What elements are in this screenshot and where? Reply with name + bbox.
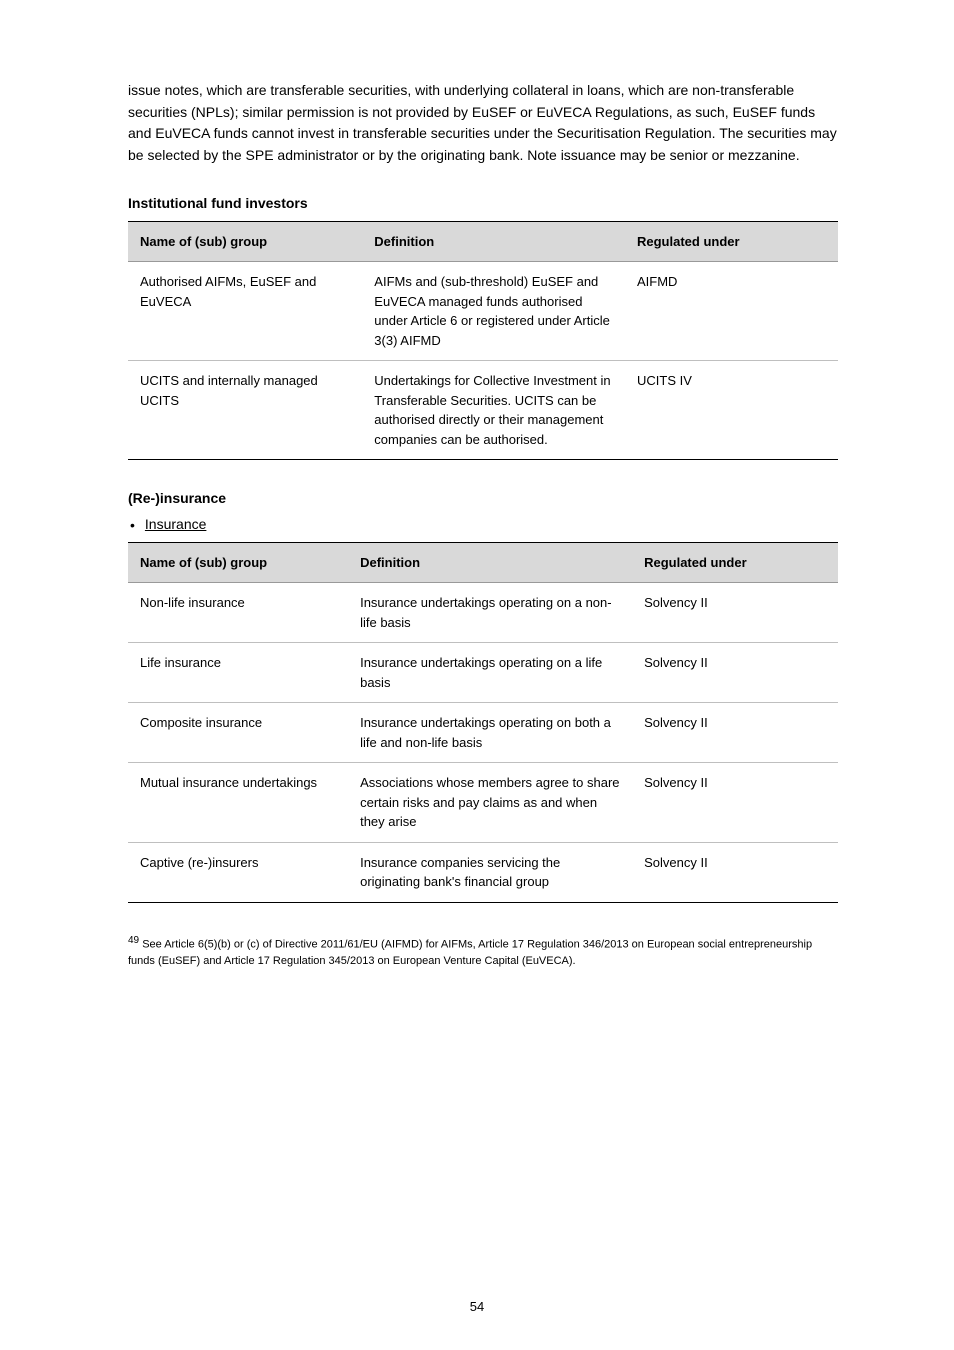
table-row: Non-life insurance Insurance undertaking… [128,583,838,643]
cell: Associations whose members agree to shar… [348,763,632,843]
table-institutional: Name of (sub) group Definition Regulated… [128,221,838,461]
col-header: Regulated under [632,542,838,583]
intro-paragraph: issue notes, which are transferable secu… [128,80,838,167]
cell: Undertakings for Collective Investment i… [362,361,625,460]
cell: Insurance undertakings operating on a li… [348,643,632,703]
col-header: Name of (sub) group [128,221,362,262]
footnote-text: See Article 6(5)(b) or (c) of Directive … [128,939,812,968]
footnote-marker: 49 [128,935,139,946]
footnote: 49 See Article 6(5)(b) or (c) of Directi… [128,933,838,970]
cell: Insurance undertakings operating on a no… [348,583,632,643]
table-row: Authorised AIFMs, EuSEF and EuVECA AIFMs… [128,262,838,361]
bullet-label: Insurance [145,516,206,532]
col-header: Name of (sub) group [128,542,348,583]
table-row: UCITS and internally managed UCITS Under… [128,361,838,460]
cell: AIFMD [625,262,838,361]
table-row: Captive (re-)insurers Insurance companie… [128,842,838,902]
cell: AIFMs and (sub-threshold) EuSEF and EuVE… [362,262,625,361]
cell: Captive (re-)insurers [128,842,348,902]
cell: Solvency II [632,703,838,763]
cell: Solvency II [632,842,838,902]
cell: Solvency II [632,643,838,703]
page-number: 54 [0,1299,954,1314]
table-header-row: Name of (sub) group Definition Regulated… [128,542,838,583]
cell: Composite insurance [128,703,348,763]
table-row: Composite insurance Insurance undertakin… [128,703,838,763]
cell: Solvency II [632,763,838,843]
table-header-row: Name of (sub) group Definition Regulated… [128,221,838,262]
table-row: Mutual insurance undertakings Associatio… [128,763,838,843]
bullet-icon: • [130,516,135,536]
cell: Life insurance [128,643,348,703]
cell: Authorised AIFMs, EuSEF and EuVECA [128,262,362,361]
table-insurance: Name of (sub) group Definition Regulated… [128,542,838,903]
cell: Non-life insurance [128,583,348,643]
col-header: Definition [348,542,632,583]
section-institutional-title: Institutional fund investors [128,195,838,211]
cell: Insurance undertakings operating on both… [348,703,632,763]
cell: UCITS and internally managed UCITS [128,361,362,460]
cell: Insurance companies servicing the origin… [348,842,632,902]
col-header: Regulated under [625,221,838,262]
bullet-insurance: • Insurance [130,516,838,536]
cell: Solvency II [632,583,838,643]
table-row: Life insurance Insurance undertakings op… [128,643,838,703]
cell: UCITS IV [625,361,838,460]
col-header: Definition [362,221,625,262]
cell: Mutual insurance undertakings [128,763,348,843]
section-reinsurance-title: (Re-)insurance [128,490,838,506]
